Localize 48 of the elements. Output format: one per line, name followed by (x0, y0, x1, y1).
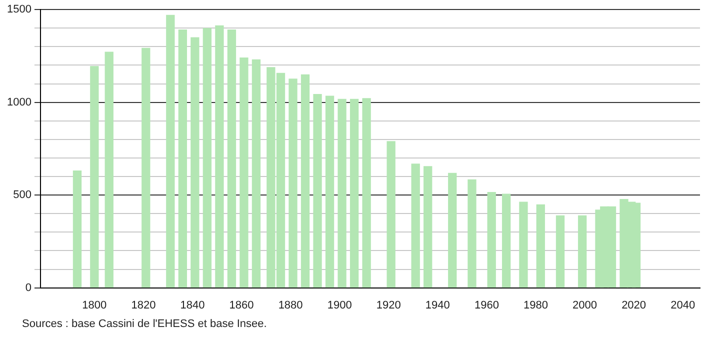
y-tick-label: 1000 (6, 96, 32, 108)
x-tick-label: 1860 (229, 299, 254, 312)
bar (90, 66, 99, 288)
bar (72, 170, 82, 288)
x-tick-label: 1840 (180, 299, 205, 312)
bar (411, 164, 420, 288)
bar (502, 194, 511, 288)
bar (190, 37, 200, 288)
x-tick-label: 1980 (523, 299, 548, 312)
x-tick-label: 1820 (131, 299, 156, 312)
bar (487, 192, 496, 288)
bar (519, 202, 528, 288)
bar (350, 98, 359, 288)
bar (536, 204, 545, 288)
bar (578, 215, 587, 288)
bar (424, 166, 432, 288)
bar (313, 94, 322, 288)
bar (252, 59, 261, 288)
bar (362, 98, 371, 288)
x-tick-label: 2000 (572, 299, 598, 312)
x-tick-label: 2020 (622, 299, 646, 312)
bar (386, 141, 396, 288)
y-tick-label: 500 (13, 189, 32, 202)
bar (227, 29, 236, 288)
y-tick-label: 0 (25, 282, 32, 294)
bar (142, 48, 150, 288)
x-tick-label: 1880 (278, 299, 303, 312)
x-tick-label: 1920 (376, 299, 401, 312)
bar (300, 74, 310, 288)
bar (166, 14, 175, 288)
bar (556, 215, 565, 288)
bar (240, 57, 248, 288)
bar (178, 29, 188, 288)
x-tick-label: 2040 (670, 299, 696, 312)
bar (448, 172, 457, 288)
y-tick-label: 1500 (6, 4, 32, 16)
bar (288, 78, 298, 288)
x-tick-label: 1940 (425, 299, 450, 312)
x-tick-label: 1900 (327, 299, 352, 312)
bar (215, 25, 224, 288)
bar (202, 28, 212, 288)
bar (338, 98, 346, 288)
bar (468, 179, 476, 288)
bar (325, 96, 334, 288)
bar (104, 52, 114, 288)
x-tick-label: 1800 (82, 299, 107, 312)
x-tick-label: 1960 (474, 299, 499, 312)
source-note: Sources : base Cassini de l'EHESS et base Insee. (22, 318, 267, 330)
